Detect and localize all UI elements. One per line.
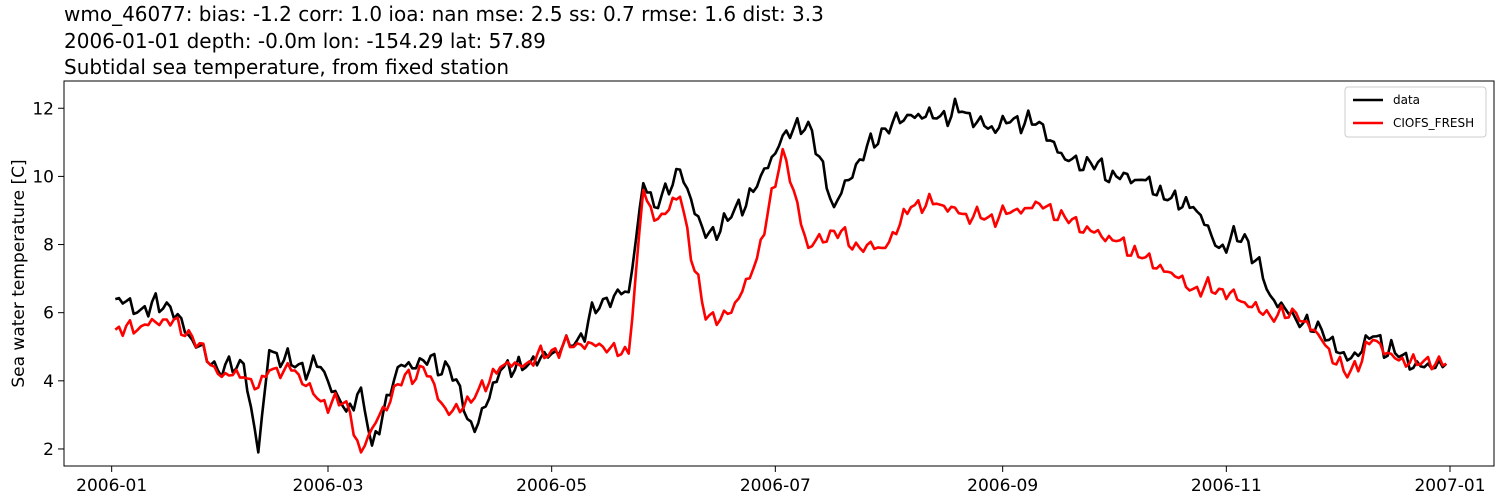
title-line-3: Subtidal sea temperature, from fixed sta… bbox=[64, 55, 509, 79]
legend-entry: CIOFS_FRESH bbox=[1393, 116, 1474, 130]
title-line-2: 2006-01-01 depth: -0.0m lon: -154.29 lat… bbox=[64, 29, 546, 53]
y-tick-label: 10 bbox=[32, 167, 54, 187]
y-axis-ticks: 2 4 6 8 10 12 bbox=[32, 99, 64, 460]
x-axis-ticks: 2006-01 2006-03 2006-05 2006-07 2006-09 2006-… bbox=[76, 466, 1486, 496]
y-tick-label: 4 bbox=[43, 372, 54, 392]
legend-entry: data bbox=[1393, 93, 1420, 107]
y-tick-label: 8 bbox=[43, 236, 54, 256]
series-line-ciofs-fresh bbox=[114, 147, 1447, 454]
x-tick-label: 2006-05 bbox=[516, 476, 587, 496]
series-line-data bbox=[114, 97, 1448, 454]
x-tick-label: 2006-03 bbox=[292, 476, 363, 496]
x-tick-label: 2006-07 bbox=[740, 476, 811, 496]
series-layer bbox=[114, 97, 1448, 454]
x-tick-label: 2006-11 bbox=[1191, 476, 1262, 496]
y-axis-label: Sea water temperature [C] bbox=[9, 159, 29, 387]
x-tick-label: 2006-01 bbox=[76, 476, 147, 496]
y-tick-label: 6 bbox=[43, 304, 54, 324]
title-line-1: wmo_46077: bias: -1.2 corr: 1.0 ioa: nan… bbox=[64, 2, 824, 26]
x-tick-label: 2007-01 bbox=[1414, 476, 1485, 496]
y-tick-label: 2 bbox=[43, 440, 54, 460]
x-tick-label: 2006-09 bbox=[967, 476, 1038, 496]
y-tick-label: 12 bbox=[32, 99, 54, 119]
legend: data CIOFS_FRESH bbox=[1344, 86, 1487, 138]
plot-frame bbox=[63, 80, 1495, 467]
